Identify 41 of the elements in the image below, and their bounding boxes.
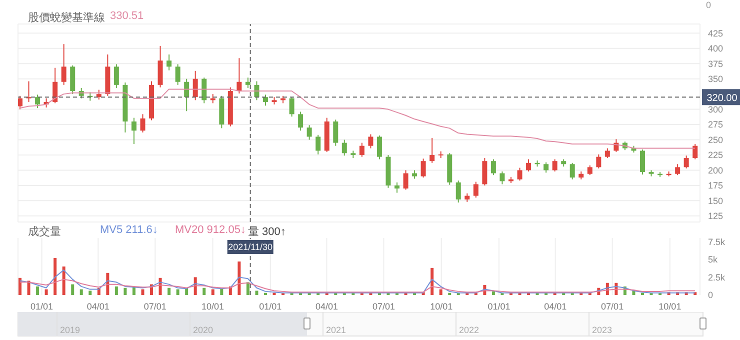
y-tick-label: 200	[708, 165, 724, 176]
x-tick-label: 10/01	[202, 301, 224, 312]
text: 2023	[592, 325, 612, 335]
x-tick-label: 04/01	[86, 301, 110, 312]
annotation: 量 300↑	[248, 225, 286, 239]
x-tick-label: 04/01	[544, 301, 567, 312]
y-tick-label: 0	[708, 290, 714, 300]
x-tick-label: 01/01	[488, 301, 510, 312]
text: 2019	[60, 325, 80, 335]
x-tick-label: 10/01	[658, 301, 682, 312]
x-tick-label: 04/01	[315, 301, 338, 312]
y-tick-label: 2.5k	[708, 272, 726, 282]
y-tick-label: 300	[708, 104, 724, 114]
x-tick-label: 10/01	[430, 301, 453, 312]
text: MV5 211.6↓	[100, 224, 158, 236]
y-tick-label: 250	[708, 134, 724, 145]
y-tick-label: 425	[708, 28, 724, 38]
y-tick-label: 225	[708, 150, 724, 160]
y-tick-label: 175	[708, 180, 724, 191]
text: 2020	[193, 325, 214, 335]
x-tick-label: 07/01	[372, 301, 396, 312]
x-tick-label: 07/01	[601, 301, 624, 312]
ref-line-label: 2021/11/30	[228, 242, 273, 252]
y-tick-label: 5k	[708, 254, 718, 265]
text: MV20 912.05↓	[175, 224, 246, 236]
y-tick-label: 125	[708, 211, 724, 222]
y-tick-label: 375	[708, 58, 724, 69]
y-tick-label: 275	[708, 120, 724, 130]
y-tick-label: 350	[708, 74, 724, 84]
x-tick-label: 01/01	[259, 301, 282, 312]
x-tick-label: 01/01	[30, 301, 54, 312]
y-tick-label: 7.5k	[708, 236, 726, 247]
chart-title: 成交量	[28, 224, 61, 239]
text: 2022	[459, 325, 480, 335]
y-tick-label: 400	[708, 44, 724, 54]
text: 330.51	[110, 10, 144, 22]
chart-title: 股價蛻變基準線	[28, 10, 105, 25]
text: 2021	[326, 325, 346, 335]
y-tick-label: 150	[708, 196, 724, 206]
x-tick-label: 07/01	[144, 301, 166, 312]
ref-line-label: 320.00	[706, 93, 738, 104]
